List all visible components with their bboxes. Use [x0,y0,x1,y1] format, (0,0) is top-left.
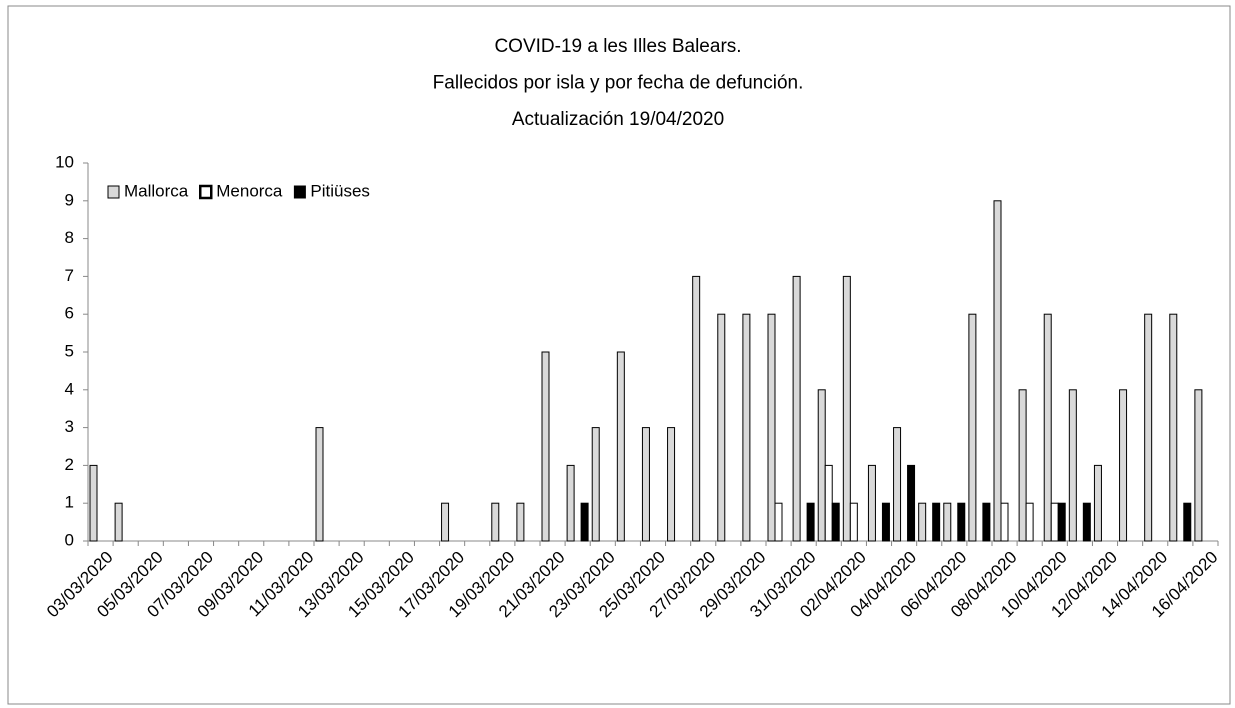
bar [516,502,525,542]
bar [1000,502,1009,542]
bar [824,464,833,542]
bar [742,313,751,542]
bar [1025,502,1034,542]
bar [89,464,98,542]
bar [1057,502,1066,542]
bar [918,502,927,542]
bar [441,502,450,542]
bar [968,313,977,542]
chart-title: Actualización 19/04/2020 [512,109,724,130]
bar [591,427,600,542]
bar [1144,313,1153,542]
bar [881,502,890,542]
bar [1194,389,1203,542]
bar [114,502,123,542]
bar [1043,313,1052,542]
bar [566,464,575,542]
bar [580,502,589,542]
bar [1093,464,1102,542]
bar [806,502,815,542]
chart-title: Fallecidos por isla y por fecha de defun… [433,73,804,94]
bar [667,427,676,542]
bar [774,502,783,542]
bar [616,351,625,542]
bar [792,275,801,542]
y-tick-label: 9 [65,190,74,209]
bar [849,502,858,542]
chart-title: COVID-19 a les Illes Balears. [494,36,741,57]
legend-swatch [107,185,120,199]
bar [893,427,902,542]
bar [717,313,726,542]
bar [1119,389,1128,542]
y-tick-label: 3 [65,417,74,436]
bar [993,200,1002,542]
bar [1082,502,1091,542]
legend-label: Mallorca [124,181,189,200]
bar [1068,389,1077,542]
bar [641,427,650,542]
legend-swatch [293,185,306,199]
legend-label: Pitiüses [310,181,370,200]
bar [957,502,966,542]
bar [1050,502,1059,542]
bar [831,502,840,542]
bar [907,464,916,542]
y-tick-label: 2 [65,455,74,474]
bar [315,427,324,542]
bar [541,351,550,542]
bar [842,275,851,542]
bar [692,275,701,542]
y-tick-label: 10 [55,152,74,171]
bar [932,502,941,542]
legend-swatch [199,184,213,200]
bar [491,502,500,542]
bar [982,502,991,542]
y-tick-label: 8 [65,228,74,247]
bar [1169,313,1178,542]
bar [767,313,776,542]
bar [943,502,952,542]
bar [1018,389,1027,542]
bar [817,389,826,542]
y-tick-label: 0 [65,530,74,549]
y-tick-label: 7 [65,266,74,285]
bar [1183,502,1192,542]
y-tick-label: 5 [65,341,74,360]
y-tick-label: 1 [65,493,74,512]
y-tick-label: 6 [65,304,74,323]
legend-label: Menorca [216,181,283,200]
bar [867,464,876,542]
y-tick-label: 4 [65,379,74,398]
